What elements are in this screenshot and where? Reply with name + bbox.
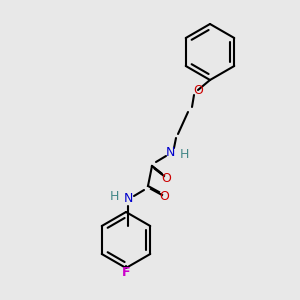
Text: F: F [122, 266, 130, 278]
Text: H: H [179, 148, 189, 160]
Text: O: O [161, 172, 171, 184]
Text: N: N [123, 191, 133, 205]
Text: H: H [109, 190, 119, 202]
Text: N: N [165, 146, 175, 158]
Text: O: O [193, 83, 203, 97]
Text: O: O [159, 190, 169, 202]
